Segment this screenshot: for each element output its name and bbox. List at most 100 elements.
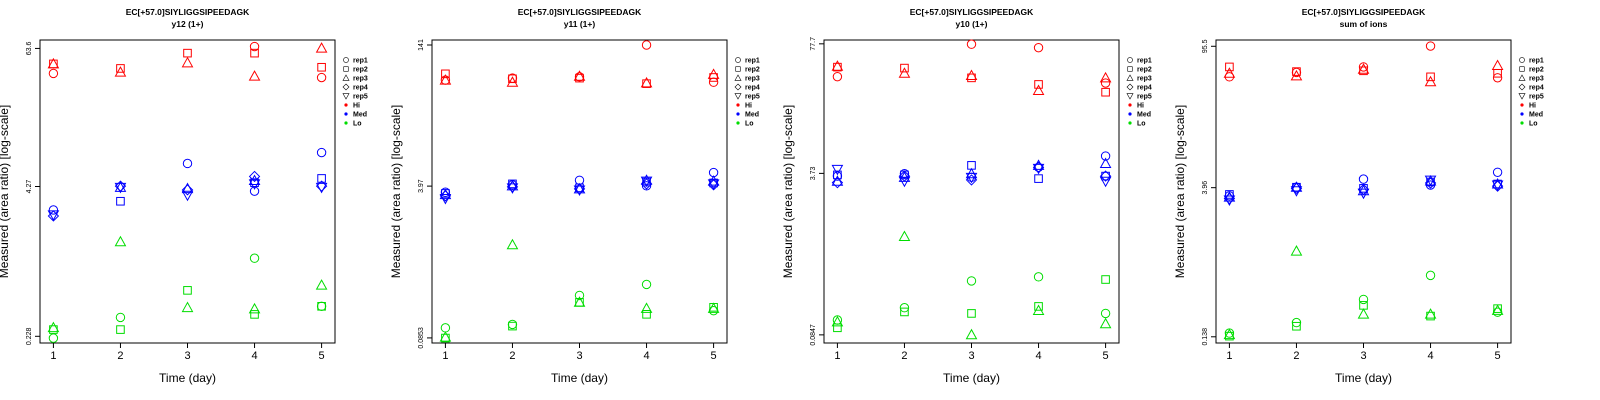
data-point [248,179,261,190]
series-hi [1223,41,1504,87]
legend-label: Hi [353,103,360,110]
data-point [1357,183,1370,196]
legend-marker [342,93,350,100]
x-tick-label: 3 [184,350,190,362]
legend-marker [342,83,350,91]
data-point [707,302,720,313]
data-point [642,79,651,88]
data-point [900,307,909,317]
y-tick-label: 0.228 [26,327,33,345]
chart-panel-4: EC[+57.0]SIYLIGGSIPEEDAGK sum of ions 1 2 3 4… [1173,7,1544,385]
data-point [1292,67,1301,76]
data-point [1099,170,1112,182]
data-point [1032,304,1045,315]
legend-marker [344,112,348,116]
x-tick-label: 5 [319,350,325,362]
legend-marker [1518,93,1526,100]
data-point [900,63,909,73]
data-point [1033,42,1044,53]
data-point [116,325,125,334]
data-point [114,66,127,77]
legend-label: rep5 [353,94,368,101]
data-point [181,182,194,194]
legend-label: rep5 [1137,94,1152,101]
data-point [506,183,519,194]
data-point [506,238,519,250]
data-point [573,185,586,197]
data-point [114,235,127,247]
data-point [1357,188,1370,200]
data-point [574,290,585,301]
data-point [48,205,59,215]
legend-label: Hi [1137,103,1144,110]
legend-marker [736,112,740,116]
data-point [1223,192,1236,205]
data-point [315,180,328,192]
y-tick-label: 0.0847 [810,324,817,346]
data-point [1424,177,1437,189]
data-point [965,174,978,186]
data-point [1101,275,1110,284]
data-point [640,176,653,188]
data-point [250,310,259,319]
data-point [316,147,327,158]
data-point [1099,176,1112,188]
data-point [707,175,720,186]
legend-label: rep1 [745,58,760,65]
chart-panel-1: EC[+57.0]SIYLIGGSIPEEDAGK y12 (1+) 1 2 3 4 5 Ti… [0,7,368,385]
data-point [1225,190,1234,199]
data-point [1225,62,1234,72]
x-axis-label: Time (day) [943,371,1000,385]
legend-label: Med [353,112,367,119]
legend-label: rep2 [1137,67,1152,74]
data-point [508,74,517,84]
data-point [709,73,718,82]
x-axis-label: Time (day) [551,371,608,385]
legend-marker [1520,121,1524,125]
legend: rep1 rep2 rep3 rep4 rep5 Hi Med Lo [1518,57,1544,128]
data-point [317,62,326,72]
y-tick-label: 4.27 [26,180,33,194]
legend-label: rep2 [1529,67,1544,74]
data-point [182,158,193,169]
x-tick-label: 4 [251,350,257,362]
data-point [1032,84,1045,96]
y-axis-label: Measured (area ratio) [log-scale] [781,105,795,278]
data-point [316,72,327,83]
data-point [965,328,978,340]
data-point [315,182,328,194]
data-point [1033,272,1044,282]
data-point [640,174,653,185]
data-point [1223,195,1236,207]
legend-marker [735,66,741,72]
legend-marker [734,74,742,81]
legend-label: rep3 [1529,76,1544,83]
legend-marker [1520,112,1524,116]
data-point [1099,317,1112,329]
legend-marker [734,83,742,91]
legend-label: rep4 [353,85,368,92]
legend-label: rep3 [1137,76,1152,83]
data-point [250,48,259,58]
chart-subtitle: y11 (1+) [564,19,596,29]
data-point [116,196,125,206]
data-point [898,230,911,241]
data-point [573,70,586,81]
legend: rep1 rep2 rep3 rep4 rep5 Hi Med Lo [734,57,760,128]
data-point [1223,67,1236,78]
data-point [1034,80,1043,89]
data-point [641,279,652,290]
data-point [317,174,326,183]
data-point [47,321,60,333]
data-point [508,321,517,331]
series-hi [439,40,720,88]
x-tick-label: 1 [50,350,56,362]
data-point [181,56,194,68]
legend-marker [1126,93,1134,100]
legend-label: rep3 [745,76,760,83]
data-point [439,74,452,85]
data-point [1424,308,1437,319]
data-point [183,48,192,58]
data-point [640,76,653,88]
data-point [642,310,651,319]
